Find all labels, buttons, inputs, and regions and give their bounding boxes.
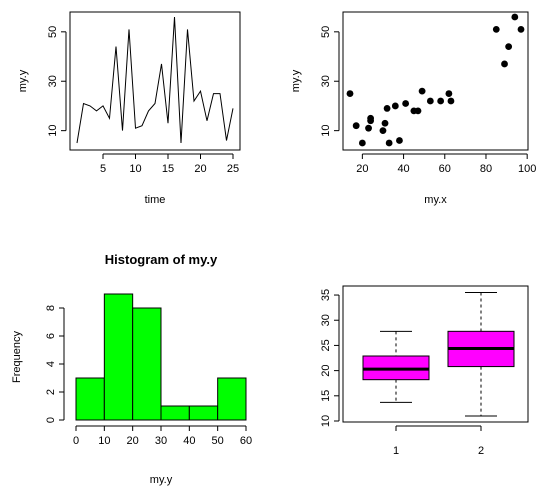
scatter-y-axis-title: my.y (290, 69, 302, 92)
scatter-point (379, 127, 387, 135)
scatter-point (367, 114, 375, 122)
scatter-point (501, 60, 508, 68)
histogram-y-axis-title: Frequency (11, 331, 23, 383)
scatter-y-tick-label: 50 (320, 26, 332, 38)
histogram-bar (132, 307, 162, 421)
scatter-point (358, 139, 366, 147)
scatter-point (445, 90, 453, 97)
boxplot-y-tick-label: 10 (320, 415, 332, 427)
histogram-x-tick-label: 20 (127, 435, 139, 447)
scatter-point (437, 97, 445, 105)
scatter-y-tick-label: 30 (320, 75, 332, 87)
time-series-plot: 5 10 15 20 25 10 30 50 time my.y (17, 11, 241, 206)
scatter-plot: 20 40 60 80 100 10 30 50 my.x my.y (290, 11, 536, 206)
time-series-line (76, 16, 234, 144)
histogram-x-tick-label: 40 (183, 435, 195, 447)
scatter-point (396, 137, 403, 144)
histogram-bar (160, 405, 190, 421)
scatter-x-tick-label: 60 (439, 163, 451, 175)
line-y-axis-title: my.y (17, 69, 29, 92)
boxplot-y-tick-label: 15 (320, 390, 332, 402)
histogram-x-tick-label: 10 (98, 435, 110, 447)
histogram-bar (217, 377, 247, 421)
scatter-point (346, 90, 354, 97)
histogram-x-axis-title: my.y (150, 474, 173, 486)
line-x-tick-label: 20 (194, 163, 206, 175)
histogram-y-tick-label: 2 (45, 389, 57, 395)
histogram-x-tick-label: 0 (73, 435, 79, 447)
line-y-tick-label: 10 (47, 125, 59, 137)
line-x-tick-label: 5 (100, 163, 106, 175)
scatter-x-tick-label: 100 (518, 163, 536, 175)
histogram-bar (188, 405, 219, 421)
boxplot-category-label: 2 (478, 445, 484, 457)
scatter-point (517, 25, 525, 33)
histogram-plot: Histogram of my.y 0 10 20 30 40 50 60 0 2 4 6 8 my.y… (11, 252, 252, 486)
scatter-point (447, 97, 455, 105)
boxplot-y-tick-label: 25 (320, 339, 332, 351)
scatter-point (418, 87, 426, 95)
scatter-plot-frame (342, 11, 529, 151)
histogram-y-tick-label: 4 (45, 361, 57, 367)
scatter-y-tick-label: 10 (320, 125, 332, 137)
histogram-title: Histogram of my.y (105, 252, 218, 267)
scatter-point (414, 107, 422, 115)
scatter-point (492, 25, 500, 33)
scatter-point (352, 122, 360, 130)
scatter-point (402, 100, 410, 107)
boxplot-plot: 1 2 10 15 20 25 30 35 (320, 285, 529, 457)
histogram-x-tick-label: 60 (240, 435, 252, 447)
scatter-point (383, 105, 391, 112)
histogram-y-tick-label: 8 (45, 305, 57, 311)
histogram-y-tick-label: 6 (45, 333, 57, 339)
boxplot-plot-frame (342, 285, 529, 423)
scatter-x-tick-label: 40 (397, 163, 409, 175)
line-y-tick-label: 50 (47, 26, 59, 38)
boxplot-y-tick-label: 20 (320, 364, 332, 376)
histogram-y-tick-label: 0 (45, 417, 57, 423)
scatter-point (391, 102, 399, 110)
scatter-point (365, 124, 372, 132)
scatter-x-axis-title: my.x (424, 194, 447, 206)
line-x-axis-title: time (145, 194, 166, 206)
boxplot-y-tick-label: 35 (320, 289, 332, 301)
scatter-point (426, 97, 434, 105)
line-x-tick-label: 25 (227, 163, 239, 175)
line-x-tick-label: 10 (129, 163, 141, 175)
boxplot-category-label: 1 (393, 445, 399, 457)
scatter-point (381, 119, 389, 127)
histogram-x-tick-label: 30 (155, 435, 167, 447)
histogram-bar (75, 377, 105, 421)
scatter-point (385, 139, 393, 147)
histogram-bar (103, 293, 134, 421)
histogram-x-tick-label: 50 (212, 435, 224, 447)
line-x-tick-label: 15 (162, 163, 174, 175)
scatter-point (505, 43, 513, 51)
line-plot-frame (69, 11, 241, 151)
scatter-x-tick-label: 20 (356, 163, 368, 175)
scatter-point (511, 13, 519, 21)
boxplot-y-tick-label: 30 (320, 314, 332, 326)
line-y-tick-label: 30 (47, 75, 59, 87)
scatter-x-tick-label: 80 (480, 163, 492, 175)
